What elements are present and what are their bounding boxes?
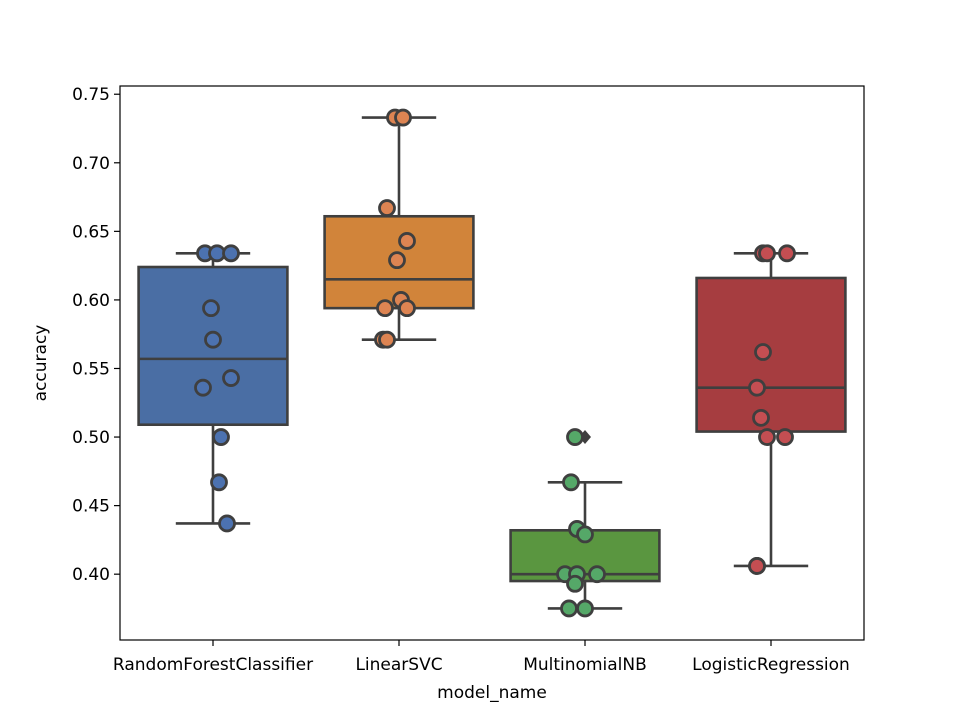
x-tick-label: LogisticRegression xyxy=(692,655,850,675)
strip-point xyxy=(202,299,220,318)
strip-point xyxy=(388,251,406,270)
strip-point xyxy=(376,299,394,318)
y-tick-label: 0.60 xyxy=(72,291,110,311)
strip-point xyxy=(754,343,772,361)
points-layer xyxy=(194,108,796,618)
x-tick-label: LinearSVC xyxy=(355,655,442,675)
strip-point xyxy=(566,428,584,446)
y-tick-label: 0.45 xyxy=(72,497,110,517)
boxes-layer xyxy=(137,116,847,610)
strip-point xyxy=(210,473,228,492)
strip-point xyxy=(378,199,396,217)
x-axis: RandomForestClassifier LinearSVC Multinomi… xyxy=(113,640,850,675)
strip-point xyxy=(758,244,776,263)
strip-point xyxy=(576,525,594,544)
strip-point xyxy=(194,378,212,397)
y-axis: 0.40 0.45 0.50 0.55 0.60 0.65 0.70 0.75 xyxy=(72,85,120,585)
strip-point xyxy=(576,599,594,618)
y-tick-label: 0.55 xyxy=(72,359,110,379)
strip-point xyxy=(748,378,766,397)
x-tick-label: RandomForestClassifier xyxy=(113,655,313,675)
strip-point xyxy=(778,244,796,263)
strip-point xyxy=(748,557,766,575)
strip-point xyxy=(752,408,770,427)
strip-point xyxy=(394,108,412,127)
x-tick-label: MultinomialNB xyxy=(523,655,647,675)
y-axis-label: accuracy xyxy=(31,325,51,402)
y-tick-label: 0.50 xyxy=(72,428,110,448)
plot-frame xyxy=(119,85,865,641)
y-tick-label: 0.70 xyxy=(72,154,110,174)
strip-point xyxy=(204,330,222,349)
y-tick-label: 0.40 xyxy=(72,565,110,585)
y-tick-label: 0.75 xyxy=(72,85,110,105)
strip-point xyxy=(758,428,776,446)
strip-point xyxy=(378,330,396,349)
strip-point xyxy=(212,428,230,446)
strip-point xyxy=(562,473,580,492)
strip-point xyxy=(398,232,416,250)
y-tick-label: 0.65 xyxy=(72,222,110,242)
strip-point xyxy=(776,428,794,446)
strip-point xyxy=(222,369,240,387)
strip-point xyxy=(218,514,236,533)
strip-point xyxy=(222,244,240,263)
x-axis-label: model_name xyxy=(437,683,547,703)
strip-point xyxy=(588,565,606,584)
strip-point xyxy=(398,299,416,318)
strip-point xyxy=(560,599,578,618)
strip-point xyxy=(566,574,584,593)
